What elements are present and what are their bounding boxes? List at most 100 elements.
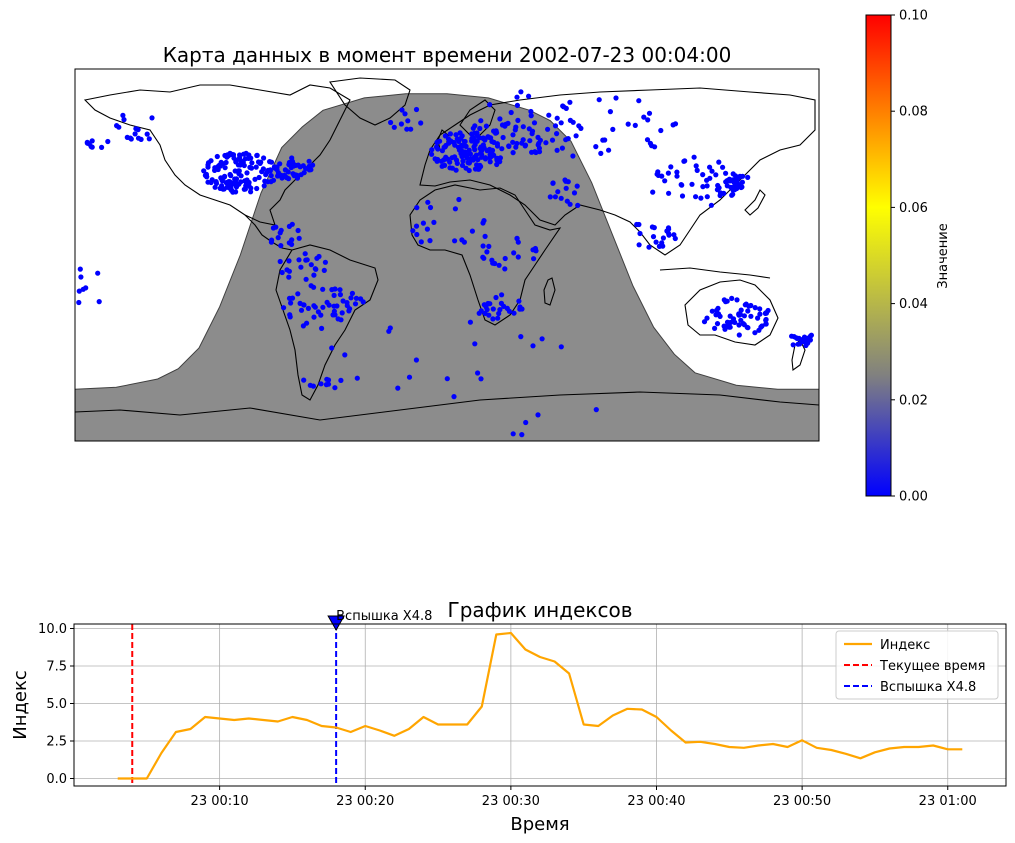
station-point bbox=[463, 165, 469, 171]
station-point bbox=[222, 165, 228, 171]
station-point bbox=[308, 262, 314, 268]
x-tick-label: 23 00:50 bbox=[773, 794, 831, 809]
station-point bbox=[532, 149, 538, 155]
station-point bbox=[344, 300, 350, 306]
station-point bbox=[265, 179, 271, 185]
station-point bbox=[447, 131, 453, 137]
station-point bbox=[268, 239, 274, 245]
station-point bbox=[701, 319, 708, 325]
station-point bbox=[306, 158, 312, 164]
station-point bbox=[233, 189, 239, 195]
station-point bbox=[658, 127, 664, 134]
station-point bbox=[714, 321, 721, 327]
station-point bbox=[449, 165, 455, 171]
station-point bbox=[208, 158, 214, 164]
station-point bbox=[694, 167, 700, 173]
station-point bbox=[497, 116, 503, 122]
station-point bbox=[337, 292, 343, 298]
station-point bbox=[481, 302, 487, 308]
station-point bbox=[494, 161, 500, 168]
station-point bbox=[607, 109, 614, 115]
coastline-greenland bbox=[329, 77, 411, 126]
station-point bbox=[311, 303, 317, 309]
station-point bbox=[625, 121, 631, 127]
station-point bbox=[653, 239, 659, 245]
station-point bbox=[563, 137, 569, 143]
station-point bbox=[493, 130, 499, 136]
station-point bbox=[482, 156, 489, 162]
station-point bbox=[506, 308, 512, 314]
station-point bbox=[311, 284, 317, 290]
station-point bbox=[646, 110, 653, 116]
station-point bbox=[408, 126, 414, 132]
station-point bbox=[295, 291, 301, 297]
station-point bbox=[531, 120, 538, 126]
station-point bbox=[301, 302, 307, 308]
colorbar-gradient bbox=[865, 14, 892, 497]
station-point bbox=[300, 323, 306, 329]
station-point bbox=[318, 381, 324, 387]
station-point bbox=[487, 146, 493, 152]
station-point bbox=[452, 206, 458, 212]
station-point bbox=[442, 162, 448, 168]
station-point bbox=[301, 377, 307, 383]
station-point bbox=[491, 139, 497, 145]
station-point bbox=[405, 118, 411, 124]
y-axis-ticks: 0.0 2.5 5.0 7.5 10.0 bbox=[38, 622, 74, 787]
station-point bbox=[254, 185, 260, 192]
station-point bbox=[487, 301, 493, 307]
station-point bbox=[483, 123, 489, 129]
coastline-japan bbox=[744, 189, 766, 216]
station-point bbox=[413, 106, 420, 113]
station-point bbox=[789, 333, 795, 339]
station-point bbox=[531, 256, 537, 262]
station-point bbox=[286, 258, 292, 264]
station-point bbox=[598, 150, 604, 156]
station-point bbox=[469, 228, 475, 234]
station-point bbox=[678, 182, 684, 188]
station-point bbox=[388, 119, 394, 126]
station-point bbox=[76, 299, 82, 306]
station-point bbox=[752, 305, 758, 311]
station-point bbox=[698, 195, 704, 201]
station-point bbox=[641, 114, 647, 120]
station-point bbox=[510, 132, 516, 138]
station-point bbox=[745, 325, 751, 331]
station-point bbox=[482, 233, 488, 239]
station-point bbox=[526, 93, 532, 99]
station-point bbox=[229, 151, 235, 158]
station-point bbox=[496, 262, 502, 268]
station-point bbox=[731, 183, 738, 189]
x-axis-label: Время bbox=[510, 814, 569, 835]
station-point bbox=[285, 176, 292, 182]
station-point bbox=[530, 247, 536, 253]
station-point bbox=[77, 266, 83, 272]
station-point bbox=[76, 288, 82, 294]
colorbar-tick-label: 0.08 bbox=[899, 105, 928, 120]
station-point bbox=[487, 159, 493, 165]
station-points bbox=[76, 89, 815, 438]
station-point bbox=[286, 223, 292, 229]
station-point bbox=[593, 144, 599, 150]
station-point bbox=[121, 117, 127, 123]
station-point bbox=[672, 121, 679, 127]
station-point bbox=[289, 241, 295, 247]
station-point bbox=[297, 300, 303, 306]
station-point bbox=[201, 168, 207, 174]
station-point bbox=[602, 137, 608, 143]
coastline-africa bbox=[409, 184, 562, 326]
station-point bbox=[674, 169, 680, 175]
station-point bbox=[516, 298, 522, 304]
station-point bbox=[723, 170, 729, 176]
station-point bbox=[732, 319, 738, 325]
station-point bbox=[399, 107, 405, 113]
station-point bbox=[312, 266, 318, 272]
station-point bbox=[325, 381, 332, 387]
station-point bbox=[331, 303, 337, 309]
station-point bbox=[277, 258, 283, 265]
station-point bbox=[575, 202, 581, 208]
station-point bbox=[298, 307, 305, 313]
station-point bbox=[660, 235, 667, 241]
station-point bbox=[84, 140, 90, 146]
station-point bbox=[741, 313, 748, 319]
